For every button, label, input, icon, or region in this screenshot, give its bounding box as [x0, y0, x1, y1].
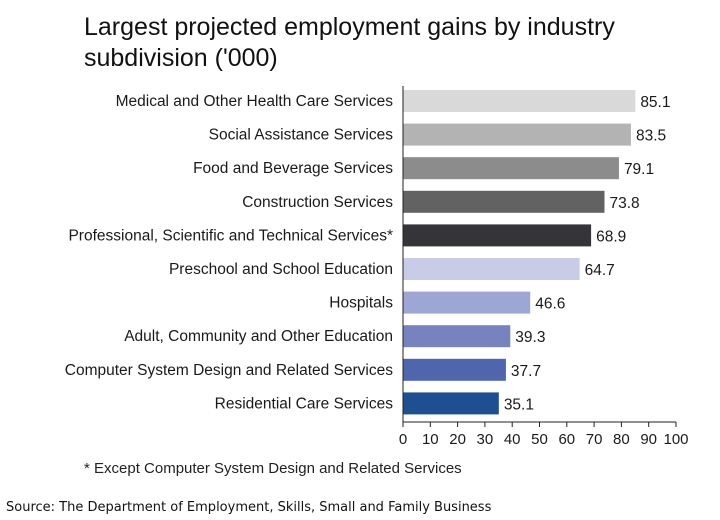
value-label: 37.7 [511, 363, 541, 380]
x-tick-label: 50 [531, 431, 548, 448]
bar [403, 291, 531, 314]
chart-title: Largest projected employment gains by in… [84, 13, 615, 72]
category-label: Food and Beverage Services [193, 160, 393, 177]
category-label: Construction Services [242, 194, 393, 211]
bars-layer: Medical and Other Health Care Services 85… [65, 90, 670, 415]
category-label: Professional, Scientific and Technical S… [68, 227, 393, 244]
value-label: 79.1 [624, 161, 654, 178]
x-tick-label: 60 [558, 431, 575, 448]
category-label: Medical and Other Health Care Services [116, 93, 394, 110]
category-label: Adult, Community and Other Education [124, 328, 393, 345]
value-label: 39.3 [515, 329, 545, 346]
bar [403, 157, 619, 180]
x-tick-label: 100 [663, 431, 688, 448]
bar [403, 392, 499, 415]
x-tick-label: 90 [640, 431, 657, 448]
x-tick-label: 30 [477, 431, 494, 448]
x-tick-label: 0 [399, 431, 407, 448]
x-tick-label: 40 [504, 431, 521, 448]
source-note: Source: The Department of Employment, Sk… [6, 500, 492, 515]
x-tick-label: 10 [422, 431, 439, 448]
value-label: 46.6 [535, 296, 565, 313]
value-label: 68.9 [596, 228, 626, 245]
x-tick-label: 70 [586, 431, 603, 448]
value-label: 35.1 [504, 396, 534, 413]
bar [403, 258, 580, 280]
value-label: 73.8 [609, 195, 639, 212]
x-axis: 0 10 20 30 40 50 60 70 80 90 100 [399, 86, 689, 448]
bar [403, 123, 631, 146]
x-tick-label: 80 [613, 431, 630, 448]
category-label: Computer System Design and Related Servi… [65, 362, 393, 379]
bar [403, 90, 636, 112]
value-label: 85.1 [640, 94, 670, 111]
bar [403, 358, 506, 381]
x-tick-label: 20 [449, 431, 466, 448]
footnote: * Except Computer System Design and Rela… [84, 460, 462, 477]
category-label: Hospitals [329, 295, 393, 312]
value-label: 83.5 [636, 128, 666, 145]
bar-chart: Medical and Other Health Care Services 85… [65, 86, 689, 448]
bar [403, 190, 605, 213]
value-label: 64.7 [585, 262, 615, 279]
bar [403, 325, 511, 348]
category-label: Social Assistance Services [209, 127, 394, 144]
category-label: Residential Care Services [215, 395, 394, 412]
bar [403, 224, 592, 247]
category-label: Preschool and School Education [169, 261, 393, 278]
